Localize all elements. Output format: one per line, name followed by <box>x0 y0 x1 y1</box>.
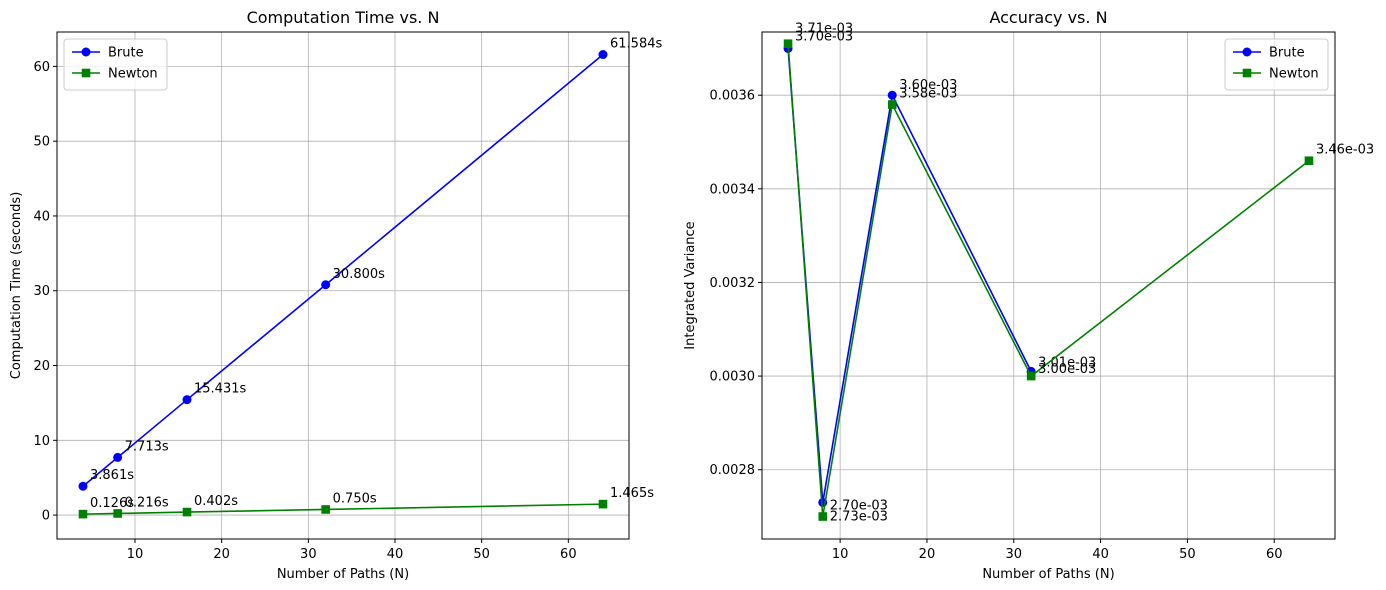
y-axis-label: Integrated Variance <box>683 221 698 349</box>
y-tick-label: 30 <box>33 284 50 299</box>
x-axis-label: Number of Paths (N) <box>982 567 1114 582</box>
data-label: 30.800s <box>333 267 385 282</box>
y-tick-label: 0.0036 <box>710 89 756 104</box>
legend-label: Newton <box>108 67 158 82</box>
y-tick-label: 0.0030 <box>710 370 756 385</box>
chart-title: Computation Time vs. N <box>247 8 440 27</box>
y-tick-label: 40 <box>33 209 50 224</box>
legend-marker <box>1242 68 1252 78</box>
data-point-brute <box>887 90 897 100</box>
x-tick-label: 40 <box>1092 547 1109 562</box>
data-label: 0.402s <box>194 494 238 509</box>
data-label: 3.46e-03 <box>1316 143 1374 158</box>
legend-marker <box>1242 47 1252 57</box>
data-label: 61.584s <box>610 37 662 52</box>
legend-label: Brute <box>108 46 144 61</box>
x-tick-label: 60 <box>560 547 577 562</box>
plot-frame <box>761 31 1336 540</box>
y-tick-label: 0.0032 <box>710 276 756 291</box>
y-tick-label: 0 <box>42 509 50 524</box>
legend-label: Newton <box>1269 67 1319 82</box>
x-tick-label: 50 <box>473 547 490 562</box>
x-tick-label: 30 <box>300 547 317 562</box>
data-label: 15.431s <box>194 382 246 397</box>
accuracy-chart: 10 20 30 40 50 60 0.0028 0.0030 0.0032 0.0034 0.00… <box>683 8 1374 582</box>
data-point-brute <box>78 481 88 491</box>
data-label: 0.750s <box>333 491 377 506</box>
x-tick-label: 60 <box>1266 547 1283 562</box>
data-point-newton <box>1026 371 1036 381</box>
data-label: 7.713s <box>125 439 169 454</box>
data-label: 3.70e-03 <box>795 29 853 44</box>
x-tick-label: 40 <box>387 547 404 562</box>
x-tick-label: 50 <box>1179 547 1196 562</box>
data-point-newton <box>321 505 330 514</box>
data-point-newton <box>182 507 192 517</box>
data-label: 0.216s <box>125 495 169 510</box>
data-label: 3.60e-03 <box>899 78 957 93</box>
x-tick-label: 20 <box>919 547 936 562</box>
legend-marker <box>81 68 91 78</box>
data-point-newton <box>78 509 88 519</box>
data-label: 2.70e-03 <box>830 499 888 514</box>
data-point-newton <box>818 512 828 521</box>
data-point-newton <box>598 499 608 509</box>
data-point-brute <box>598 50 608 60</box>
data-label: 2.73e-03 <box>830 509 888 524</box>
x-axis-label: Number of Paths (N) <box>277 567 409 582</box>
y-tick-label: 10 <box>33 434 50 449</box>
x-tick-label: 20 <box>213 547 230 562</box>
data-point-newton <box>1304 156 1314 166</box>
data-point-brute <box>113 452 123 462</box>
y-tick-label: 20 <box>33 359 50 374</box>
data-label: 3.71e-03 <box>795 22 853 37</box>
data-point-brute <box>321 280 331 290</box>
y-tick-label: 50 <box>33 135 50 150</box>
chart-title: Accuracy vs. N <box>989 8 1107 27</box>
data-label: 3.58e-03 <box>899 87 957 102</box>
data-point-brute <box>182 395 192 405</box>
data-point-newton <box>887 100 897 109</box>
computation-time-chart: 10 20 30 40 50 60 0 10 20 30 40 50 60 Computation Tim… <box>9 8 662 582</box>
y-tick-label: 60 <box>33 60 50 75</box>
y-axis-label: Computation Time (seconds) <box>9 192 24 380</box>
legend-marker <box>81 47 91 57</box>
y-tick-label: 0.0034 <box>710 182 756 197</box>
plot-frame <box>56 31 630 540</box>
series-line-newton <box>787 43 1310 517</box>
legend-label: Brute <box>1269 46 1305 61</box>
x-tick-label: 10 <box>832 547 849 562</box>
legend: Brute Newton <box>63 38 168 91</box>
data-label: 0.126s <box>90 496 134 511</box>
legend: Brute Newton <box>1224 38 1329 91</box>
data-label: 3.00e-03 <box>1038 362 1096 377</box>
data-label: 1.465s <box>610 486 654 501</box>
x-tick-label: 10 <box>127 547 144 562</box>
data-label: 3.861s <box>90 468 134 483</box>
x-tick-label: 30 <box>1005 547 1022 562</box>
series-line-brute <box>787 48 1032 503</box>
y-tick-label: 0.0028 <box>710 463 756 478</box>
data-point-newton <box>783 39 793 49</box>
data-point-newton <box>113 509 122 518</box>
